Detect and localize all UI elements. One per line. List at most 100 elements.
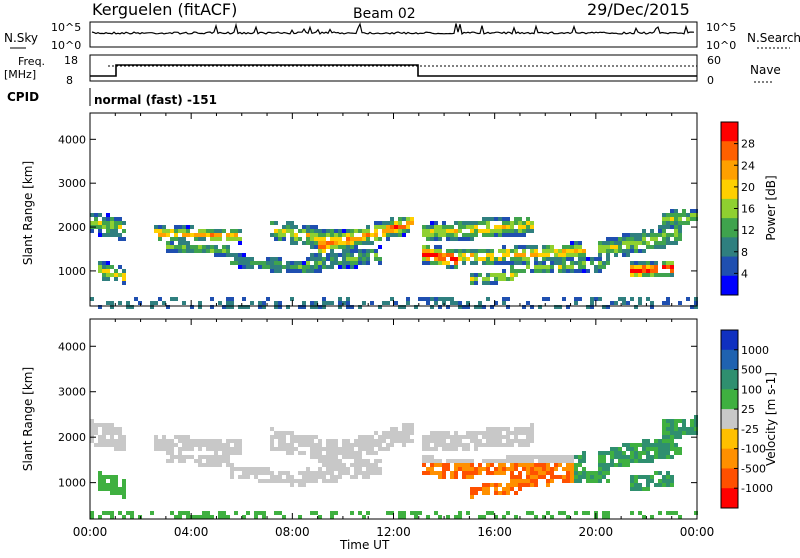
heatmap-cell xyxy=(290,225,294,229)
heatmap-cell xyxy=(314,233,318,237)
heatmap-cell xyxy=(518,479,522,483)
heatmap-cell xyxy=(166,439,170,443)
heatmap-cell xyxy=(466,475,470,479)
beam-title: Beam 02 xyxy=(353,6,416,22)
heatmap-cell xyxy=(422,253,426,257)
heatmap-cell xyxy=(598,253,602,257)
heatmap-cell xyxy=(98,443,102,447)
heatmap-cell xyxy=(318,253,322,257)
heatmap-cell xyxy=(442,471,446,475)
heatmap-cell xyxy=(578,249,582,253)
heatmap-cell xyxy=(238,305,242,309)
heatmap-cell xyxy=(122,443,126,447)
heatmap-cell xyxy=(314,245,318,249)
heatmap-cell xyxy=(322,245,326,249)
heatmap-cell xyxy=(666,435,670,439)
heatmap-cell xyxy=(546,511,550,515)
x-tick-label: 00:00 xyxy=(680,525,715,539)
heatmap-cell xyxy=(278,269,282,273)
heatmap-cell xyxy=(510,475,514,479)
heatmap-cell xyxy=(626,233,630,237)
heatmap-cell xyxy=(326,463,330,467)
heatmap-cell xyxy=(582,261,586,265)
heatmap-cell xyxy=(526,435,530,439)
heatmap-cell xyxy=(306,269,310,273)
heatmap-cell xyxy=(582,459,586,463)
heatmap-cell xyxy=(394,225,398,229)
heatmap-cell xyxy=(154,439,158,443)
heatmap-cell xyxy=(358,455,362,459)
heatmap-cell xyxy=(150,511,154,515)
heatmap-cell xyxy=(454,237,458,241)
heatmap-cell xyxy=(654,483,658,487)
heatmap-cell xyxy=(418,297,422,301)
heatmap-cell xyxy=(510,467,514,471)
heatmap-cell xyxy=(266,257,270,261)
heatmap-cell xyxy=(586,269,590,273)
heatmap-cell xyxy=(366,229,370,233)
heatmap-cell xyxy=(374,431,378,435)
heatmap-cell xyxy=(238,451,242,455)
heatmap-cell xyxy=(358,249,362,253)
heatmap-cell xyxy=(506,491,510,495)
heatmap-cell xyxy=(314,241,318,245)
heatmap-cell xyxy=(182,241,186,245)
heatmap-cell xyxy=(234,467,238,471)
heatmap-cell xyxy=(106,423,110,427)
heatmap-cell xyxy=(294,269,298,273)
velocity-colorbar-cells xyxy=(721,330,738,509)
heatmap-cell xyxy=(422,459,426,463)
heatmap-cell xyxy=(110,475,114,479)
heatmap-cell xyxy=(466,471,470,475)
heatmap-cell xyxy=(274,435,278,439)
heatmap-cell xyxy=(602,463,606,467)
heatmap-cell xyxy=(274,265,278,269)
heatmap-cell xyxy=(342,249,346,253)
heatmap-cell xyxy=(514,269,518,273)
heatmap-cell xyxy=(118,217,122,221)
heatmap-cell xyxy=(618,237,622,241)
heatmap-cell xyxy=(366,443,370,447)
heatmap-cell xyxy=(690,209,694,213)
heatmap-cell xyxy=(102,269,106,273)
heatmap-cell xyxy=(502,269,506,273)
heatmap-cell xyxy=(118,443,122,447)
heatmap-cell xyxy=(530,427,534,431)
heatmap-cell xyxy=(578,257,582,261)
heatmap-cell xyxy=(494,459,498,463)
heatmap-cell xyxy=(282,479,286,483)
heatmap-cell xyxy=(382,435,386,439)
heatmap-cell xyxy=(138,301,142,305)
heatmap-cell xyxy=(630,443,634,447)
heatmap-cell xyxy=(482,515,486,519)
heatmap-cell xyxy=(314,479,318,483)
heatmap-cell xyxy=(178,249,182,253)
heatmap-cell xyxy=(450,237,454,241)
freq-tick-bottom: 8 xyxy=(66,74,73,87)
heatmap-cell xyxy=(206,245,210,249)
heatmap-cell xyxy=(318,467,322,471)
x-tick-label: 00:00 xyxy=(73,525,108,539)
heatmap-cell xyxy=(178,435,182,439)
heatmap-cell xyxy=(630,451,634,455)
heatmap-cell xyxy=(494,261,498,265)
heatmap-cell xyxy=(310,241,314,245)
heatmap-cell xyxy=(374,471,378,475)
heatmap-cell xyxy=(638,241,642,245)
heatmap-cell xyxy=(286,265,290,269)
heatmap-cell xyxy=(338,305,342,309)
colorbar-swatch xyxy=(721,275,738,296)
nsky-tick-top: 10^5 xyxy=(51,21,81,34)
heatmap-cell xyxy=(326,471,330,475)
heatmap-cell xyxy=(90,419,94,423)
heatmap-cell xyxy=(654,261,658,265)
heatmap-cell xyxy=(102,431,106,435)
heatmap-cell xyxy=(314,261,318,265)
heatmap-cell xyxy=(182,447,186,451)
heatmap-cell xyxy=(386,225,390,229)
heatmap-cell xyxy=(606,305,610,309)
colorbar-tick-label: 4 xyxy=(741,267,748,280)
heatmap-cell xyxy=(578,297,582,301)
heatmap-cell xyxy=(278,229,282,233)
heatmap-cell xyxy=(442,467,446,471)
